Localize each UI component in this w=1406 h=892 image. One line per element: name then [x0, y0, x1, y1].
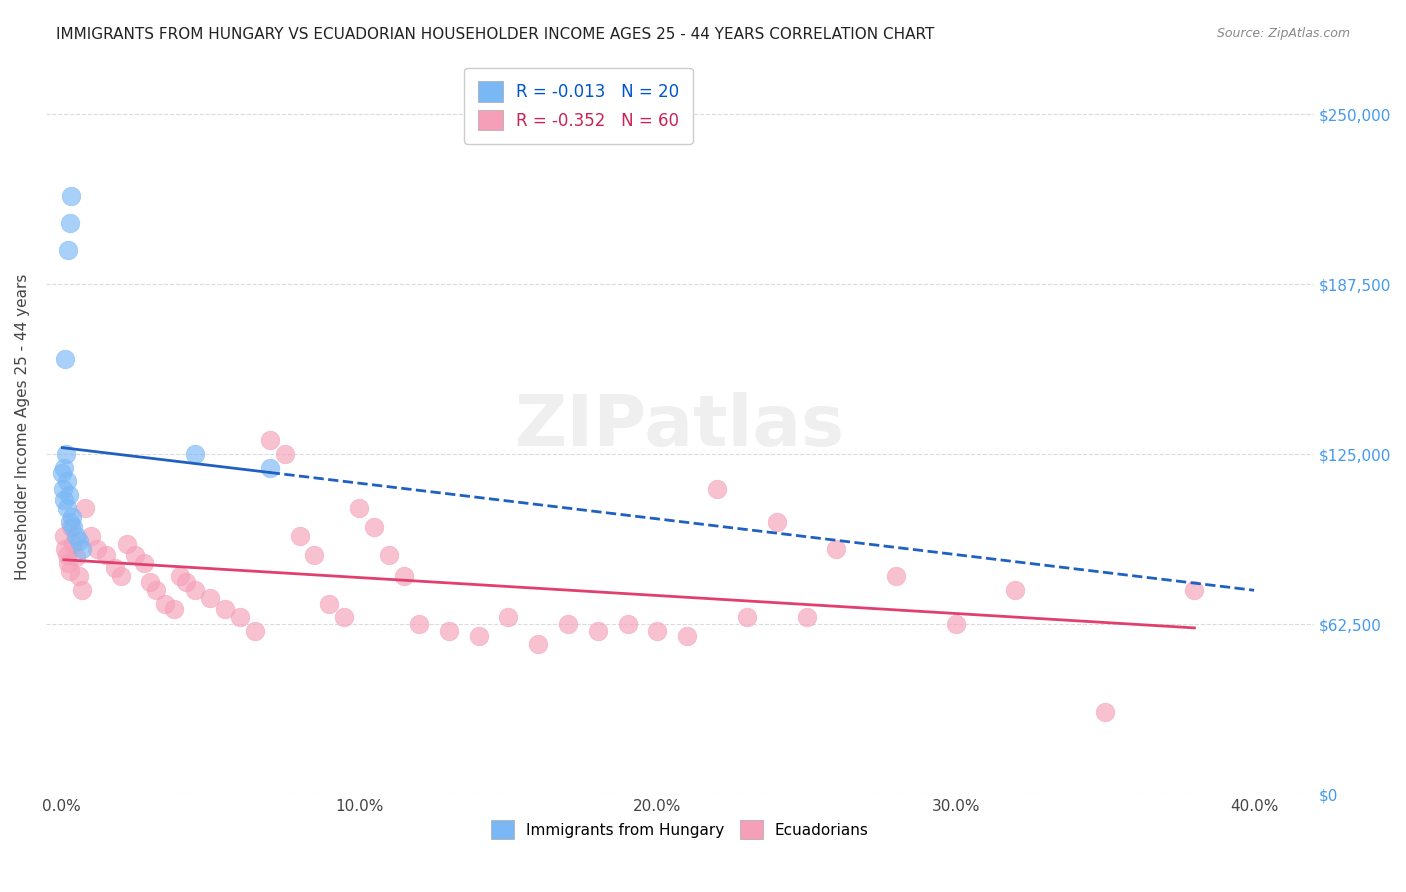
Point: [229, 610, 252, 624]
Point: [52, 460, 75, 475]
Point: [86, 542, 108, 557]
Point: [60, 509, 83, 524]
Text: IMMIGRANTS FROM HUNGARY VS ECUADORIAN HOUSEHOLDER INCOME AGES 25 - 44 YEARS CORR: IMMIGRANTS FROM HUNGARY VS ECUADORIAN HO…: [56, 27, 935, 42]
Point: [735, 610, 758, 624]
Point: [80, 528, 103, 542]
Point: [59, 564, 82, 578]
Point: [527, 637, 550, 651]
Point: [184, 447, 207, 461]
Point: [273, 447, 295, 461]
Point: [62, 537, 84, 551]
Point: [378, 548, 401, 562]
Point: [1094, 706, 1116, 720]
Point: [155, 597, 177, 611]
Point: [70, 542, 93, 557]
Y-axis label: Householder Income Ages 25 - 44 years: Householder Income Ages 25 - 44 years: [15, 274, 30, 580]
Point: [110, 569, 132, 583]
Point: [53, 542, 76, 557]
Point: [56, 501, 79, 516]
Point: [214, 602, 236, 616]
Point: [60, 188, 83, 202]
Text: ZIPatlas: ZIPatlas: [515, 392, 845, 461]
Point: [139, 574, 162, 589]
Point: [56, 474, 79, 488]
Point: [408, 617, 430, 632]
Point: [94, 548, 117, 562]
Point: [174, 574, 197, 589]
Point: [616, 617, 638, 632]
Point: [259, 434, 281, 448]
Point: [363, 520, 385, 534]
Point: [124, 548, 146, 562]
Point: [318, 597, 340, 611]
Point: [198, 591, 221, 606]
Point: [347, 501, 370, 516]
Point: [163, 602, 186, 616]
Point: [52, 483, 75, 497]
Point: [67, 569, 90, 583]
Point: [58, 556, 80, 570]
Point: [706, 483, 728, 497]
Point: [56, 548, 79, 562]
Point: [52, 528, 75, 542]
Point: [304, 548, 326, 562]
Point: [467, 629, 489, 643]
Point: [59, 515, 82, 529]
Point: [65, 528, 87, 542]
Point: [766, 515, 789, 529]
Point: [676, 629, 699, 643]
Point: [498, 610, 520, 624]
Point: [60, 520, 83, 534]
Point: [51, 466, 73, 480]
Point: [73, 501, 96, 516]
Point: [169, 569, 191, 583]
Point: [288, 528, 311, 542]
Point: [259, 460, 281, 475]
Point: [884, 569, 907, 583]
Point: [243, 624, 266, 638]
Point: [53, 493, 76, 508]
Point: [134, 556, 156, 570]
Point: [184, 582, 207, 597]
Point: [825, 542, 848, 557]
Point: [145, 582, 167, 597]
Point: [59, 216, 82, 230]
Point: [53, 351, 76, 366]
Point: [586, 624, 609, 638]
Point: [62, 520, 84, 534]
Point: [58, 243, 80, 257]
Point: [55, 447, 77, 461]
Point: [647, 624, 669, 638]
Point: [437, 624, 460, 638]
Point: [945, 617, 967, 632]
Point: [557, 617, 579, 632]
Point: [392, 569, 415, 583]
Point: [333, 610, 356, 624]
Point: [67, 534, 90, 549]
Point: [70, 582, 93, 597]
Point: [103, 561, 125, 575]
Point: [1004, 582, 1026, 597]
Point: [58, 488, 80, 502]
Legend: Immigrants from Hungary, Ecuadorians: Immigrants from Hungary, Ecuadorians: [485, 814, 875, 845]
Text: Source: ZipAtlas.com: Source: ZipAtlas.com: [1216, 27, 1350, 40]
Point: [796, 610, 818, 624]
Point: [1184, 582, 1206, 597]
Point: [65, 550, 87, 565]
Point: [115, 537, 138, 551]
